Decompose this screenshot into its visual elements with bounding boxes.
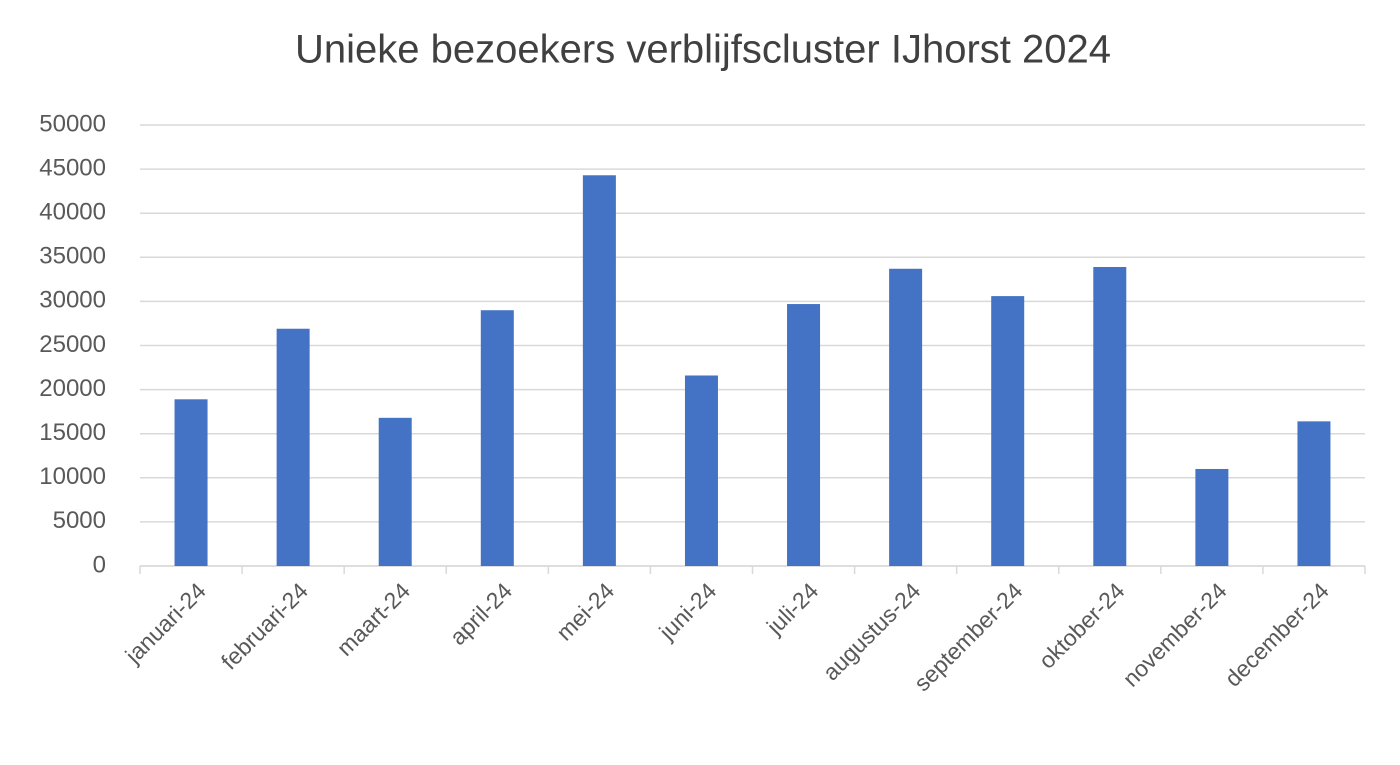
x-tick-label: juni-24 bbox=[653, 577, 721, 645]
x-tick-label: oktober-24 bbox=[1033, 577, 1129, 673]
y-tick-label: 25000 bbox=[39, 331, 106, 358]
y-tick-label: 5000 bbox=[53, 507, 106, 534]
x-tick-label: december-24 bbox=[1220, 577, 1334, 691]
bar bbox=[480, 310, 514, 566]
bar bbox=[174, 399, 208, 566]
y-tick-label: 45000 bbox=[39, 154, 106, 181]
x-tick-label: november-24 bbox=[1117, 577, 1231, 691]
y-tick-label: 40000 bbox=[39, 199, 106, 226]
y-tick-label: 15000 bbox=[39, 419, 106, 446]
bar bbox=[684, 375, 718, 566]
y-tick-label: 0 bbox=[93, 551, 106, 578]
x-tick-label: januari-24 bbox=[119, 577, 211, 669]
chart-title: Unieke bezoekers verblijfscluster IJhors… bbox=[295, 28, 1111, 72]
bar bbox=[1093, 267, 1127, 566]
y-tick-label: 35000 bbox=[39, 243, 106, 270]
y-tick-label: 30000 bbox=[39, 287, 106, 314]
x-tick-label: mei-24 bbox=[551, 577, 619, 645]
y-tick-label: 20000 bbox=[39, 375, 106, 402]
y-tick-label: 50000 bbox=[39, 110, 106, 137]
y-tick-label: 10000 bbox=[39, 463, 106, 490]
bar bbox=[889, 268, 923, 566]
x-tick-label: juli-24 bbox=[761, 577, 824, 640]
x-tick-label: september-24 bbox=[909, 577, 1028, 696]
bar bbox=[378, 417, 412, 566]
bar bbox=[991, 296, 1025, 566]
x-tick-label: april-24 bbox=[444, 577, 517, 650]
bar bbox=[1195, 468, 1229, 566]
x-tick-label: februari-24 bbox=[216, 577, 313, 674]
x-tick-label: maart-24 bbox=[332, 577, 416, 661]
x-tick-label: augustus-24 bbox=[818, 577, 926, 685]
bar bbox=[582, 175, 616, 567]
bar bbox=[1297, 421, 1331, 566]
bar bbox=[787, 304, 821, 566]
bar bbox=[276, 328, 310, 566]
